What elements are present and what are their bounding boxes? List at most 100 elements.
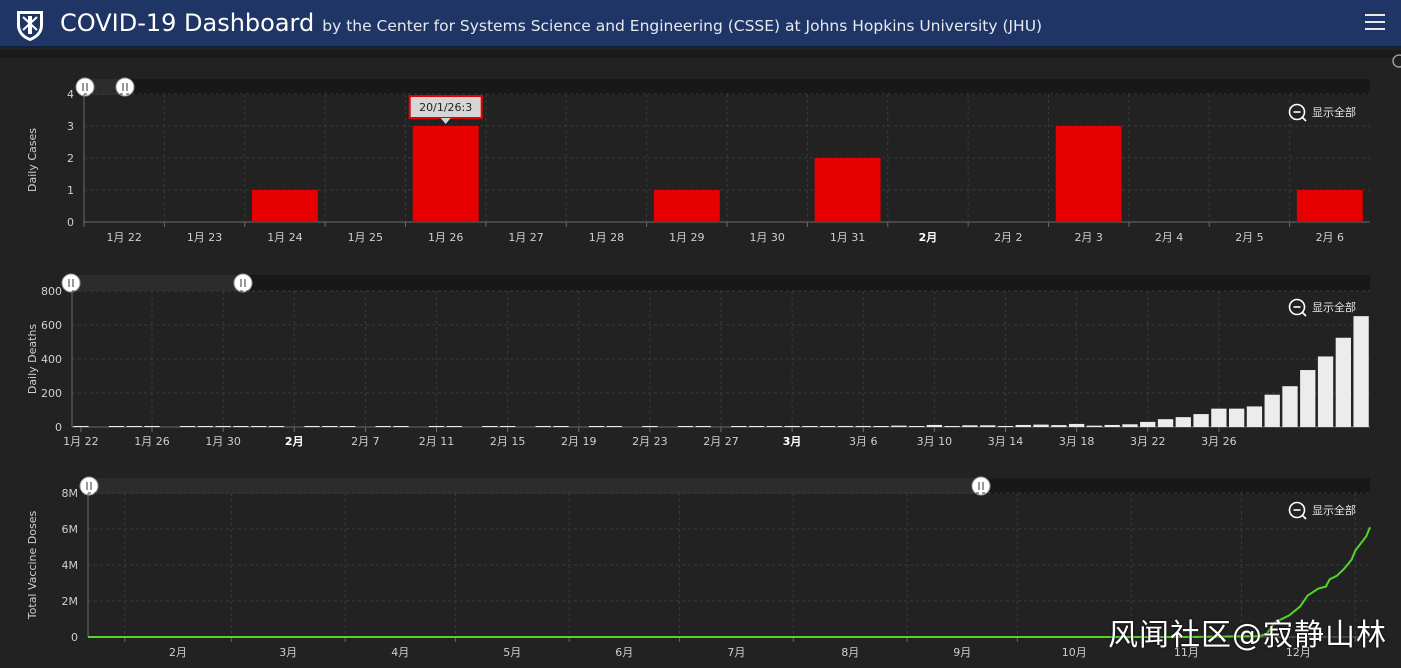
bar[interactable]: [144, 426, 160, 427]
bar[interactable]: [873, 426, 889, 427]
expand-icon[interactable]: [1389, 54, 1401, 68]
x-tick-label: 1月 26: [428, 231, 464, 244]
bar[interactable]: [944, 426, 960, 427]
bar[interactable]: [1086, 425, 1103, 427]
y-tick-label: 800: [41, 285, 62, 298]
bar[interactable]: [1353, 316, 1369, 427]
bar[interactable]: [108, 426, 125, 427]
bar[interactable]: [784, 426, 800, 427]
zoom-out-icon[interactable]: [1288, 298, 1306, 316]
bar[interactable]: [1264, 394, 1280, 427]
bar[interactable]: [1228, 408, 1245, 427]
scrollbar-handle[interactable]: [971, 476, 991, 496]
bar[interactable]: [997, 426, 1014, 427]
bar[interactable]: [322, 426, 338, 427]
bar[interactable]: [1317, 356, 1334, 427]
bar[interactable]: [1300, 370, 1316, 427]
bar[interactable]: [482, 426, 498, 427]
scrollbar-handle[interactable]: [61, 273, 81, 293]
x-tick-label: 3月 22: [1130, 435, 1166, 448]
x-tick-label: 3月: [783, 435, 802, 448]
bar[interactable]: [908, 426, 925, 427]
scrollbar-handle[interactable]: [115, 77, 135, 97]
bar[interactable]: [962, 425, 978, 427]
bar[interactable]: [1335, 337, 1351, 427]
bar[interactable]: [1140, 421, 1156, 427]
y-tick-label: 0: [67, 216, 74, 229]
bar[interactable]: [1104, 424, 1120, 427]
bar[interactable]: [606, 426, 622, 427]
bar[interactable]: [179, 426, 196, 427]
bar[interactable]: [1296, 190, 1363, 222]
daily-cases-chart: 0 1 2 3 4 Daily Cases 1月 22 1月 23 1月 24 1月 25 1月 2…: [26, 77, 1370, 244]
bar[interactable]: [980, 425, 996, 427]
bar[interactable]: [748, 426, 765, 427]
hamburger-menu-icon[interactable]: [1365, 14, 1385, 32]
bar[interactable]: [233, 426, 249, 427]
bar[interactable]: [553, 426, 569, 427]
bar[interactable]: [393, 426, 409, 427]
bar[interactable]: [1122, 424, 1138, 427]
bar[interactable]: [1246, 406, 1263, 427]
y-tick-label: 1: [67, 184, 74, 197]
bar[interactable]: [642, 426, 658, 427]
y-tick-label: 2M: [62, 595, 79, 608]
bar[interactable]: [197, 426, 214, 427]
bar[interactable]: [304, 426, 320, 427]
bar[interactable]: [1211, 408, 1227, 427]
bar[interactable]: [428, 426, 445, 427]
bar[interactable]: [251, 190, 318, 222]
show-all-button: 显示全部: [1312, 300, 1356, 314]
bar[interactable]: [1193, 414, 1209, 427]
bar[interactable]: [802, 426, 818, 427]
scrollbar-thumb[interactable]: [71, 275, 243, 291]
bar[interactable]: [731, 426, 747, 427]
bar[interactable]: [251, 426, 267, 427]
bar[interactable]: [1068, 423, 1085, 427]
bar[interactable]: [91, 221, 158, 222]
bar[interactable]: [1051, 425, 1067, 427]
bar[interactable]: [1033, 424, 1049, 427]
bar[interactable]: [855, 426, 871, 427]
bar[interactable]: [268, 426, 285, 427]
scrollbar-thumb[interactable]: [89, 478, 981, 494]
bar[interactable]: [339, 426, 356, 427]
bar[interactable]: [1282, 386, 1298, 427]
bar[interactable]: [1157, 419, 1174, 427]
scrollbar-handle[interactable]: [233, 273, 253, 293]
x-tick-label: 2月 27: [703, 435, 739, 448]
scrollbar-handle[interactable]: [75, 77, 95, 97]
x-tick-label: 2月 2: [994, 231, 1023, 244]
vaccine-doses-line[interactable]: [88, 526, 1371, 638]
scrollbar-thumb[interactable]: [85, 79, 125, 95]
scrollbar-track[interactable]: [64, 275, 1370, 291]
zoom-out-icon[interactable]: [1288, 103, 1306, 121]
bar[interactable]: [820, 426, 836, 427]
bar[interactable]: [215, 426, 231, 427]
bar[interactable]: [837, 425, 854, 427]
bar[interactable]: [891, 425, 907, 427]
bar[interactable]: [814, 158, 881, 222]
bar[interactable]: [588, 426, 605, 427]
bar[interactable]: [695, 426, 711, 427]
bar[interactable]: [1055, 126, 1122, 222]
bar[interactable]: [535, 426, 551, 427]
bar[interactable]: [375, 426, 391, 427]
bar[interactable]: [653, 190, 720, 222]
bar[interactable]: [677, 426, 694, 427]
bar[interactable]: [126, 426, 142, 427]
scrollbar-track[interactable]: [76, 79, 1370, 95]
x-tick-label: 3月 18: [1059, 435, 1095, 448]
bar[interactable]: [499, 426, 516, 427]
bar[interactable]: [73, 426, 89, 427]
bar[interactable]: [446, 426, 462, 427]
scrollbar-handle[interactable]: [79, 476, 99, 496]
bar[interactable]: [1015, 424, 1031, 427]
bar[interactable]: [926, 424, 943, 427]
y-tick-label: 4: [67, 88, 74, 101]
y-tick-label: 6M: [62, 523, 79, 536]
bar[interactable]: [766, 426, 782, 427]
bar[interactable]: [1175, 417, 1191, 427]
bar[interactable]: [412, 126, 479, 222]
zoom-out-icon[interactable]: [1288, 501, 1306, 519]
